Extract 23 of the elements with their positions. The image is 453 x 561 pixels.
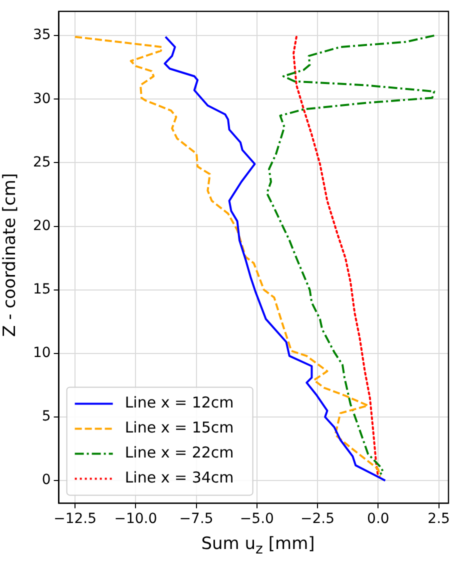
legend-label: Line x = 22cm xyxy=(124,444,234,462)
legend-label: Line x = 34cm xyxy=(124,468,234,487)
y-tick-label: 0 xyxy=(42,472,51,488)
y-tick-label: 15 xyxy=(32,281,51,298)
y-tick-label: 20 xyxy=(32,218,51,234)
y-tick-label: 30 xyxy=(32,90,51,107)
y-tick-label: 5 xyxy=(42,408,51,425)
x-tick-label: −7.5 xyxy=(179,511,214,528)
y-tick-label: 10 xyxy=(32,345,51,362)
x-tick-label: 0.0 xyxy=(367,511,390,528)
y-tick-label: 35 xyxy=(32,27,51,44)
line-series xyxy=(292,36,380,478)
x-tick-label: −10.0 xyxy=(114,511,158,528)
x-tick-label: −5.0 xyxy=(240,511,274,528)
x-tick-label: −2.5 xyxy=(300,511,335,528)
y-axis-title: Z - coordinate [cm] xyxy=(0,172,20,339)
line-series xyxy=(266,34,436,476)
x-tick-label: −12.5 xyxy=(54,511,97,528)
legend-label: Line x = 12cm xyxy=(124,394,234,412)
legend-label: Line x = 15cm xyxy=(124,418,234,437)
x-tick-label: 2.5 xyxy=(428,511,450,528)
y-tick-label: 25 xyxy=(32,154,51,170)
x-axis-title: Sum u$_{z}$ [mm] xyxy=(200,534,316,558)
